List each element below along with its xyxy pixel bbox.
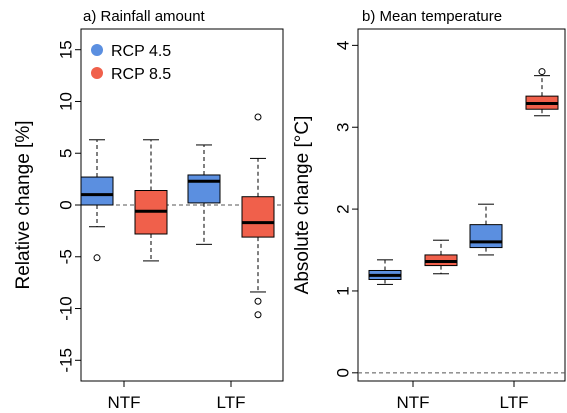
box-a-rcp85-ltf	[241, 113, 275, 319]
y-tick-label: 15	[57, 40, 76, 59]
box-b-rcp85-ltf	[525, 68, 559, 117]
y-tick-label: 3	[334, 122, 353, 131]
panel-a-boxes	[80, 113, 283, 319]
legend: RCP 4.5 RCP 8.5	[91, 43, 171, 83]
box-iqr	[80, 176, 114, 206]
outlier-point	[254, 297, 262, 305]
x-tick-label: LTF	[500, 393, 529, 412]
y-tick-label: -10	[57, 296, 76, 321]
box-b-rcp45-ntf	[368, 259, 402, 285]
legend-label-rcp45: RCP 4.5	[111, 43, 171, 60]
y-tick-label: 2	[334, 204, 353, 213]
y-tick-label: -5	[57, 249, 76, 264]
panel-a-title: a) Rainfall amount	[83, 8, 206, 25]
y-tick-label: 1	[334, 286, 353, 295]
box-iqr	[187, 174, 221, 204]
y-tick-label: 0	[57, 200, 76, 209]
outlier-point	[93, 254, 101, 262]
legend-label-rcp85: RCP 8.5	[111, 66, 171, 83]
legend-swatch-rcp85	[91, 67, 103, 79]
panel-b-temperature: b) Mean temperature Absolute change [°C]…	[292, 8, 566, 412]
y-tick-label: -15	[57, 348, 76, 373]
panel-b-title: b) Mean temperature	[362, 8, 502, 25]
box-a-rcp45-ltf	[187, 144, 221, 245]
box-a-rcp45-ntf	[80, 139, 114, 262]
box-b-rcp85-ntf	[424, 239, 458, 275]
panel-a-axis-ticks: -15 -10 -5 0 5 10 15 NTF LTF	[57, 40, 246, 412]
outlier-point	[254, 113, 262, 121]
panel-b-frame	[357, 28, 566, 382]
y-tick-label: 5	[57, 149, 76, 158]
box-iqr	[469, 224, 503, 249]
box-b-rcp45-ltf	[469, 203, 503, 256]
x-tick-label: NTF	[396, 393, 429, 412]
y-tick-label: 4	[334, 41, 353, 50]
outlier-point	[254, 311, 262, 319]
panel-b-ylabel: Absolute change [°C]	[292, 116, 313, 295]
box-a-rcp85-ntf	[134, 139, 168, 262]
y-tick-label: 10	[57, 92, 76, 111]
panel-b-axis-ticks: 0 1 2 3 4 NTF LTF	[334, 41, 529, 412]
panel-a-ylabel: Relative change [%]	[13, 121, 34, 290]
x-tick-label: LTF	[217, 393, 246, 412]
panel-a-rainfall: a) Rainfall amount Relative change [%] R…	[13, 8, 284, 412]
outlier-point	[538, 68, 546, 76]
legend-swatch-rcp45	[91, 44, 103, 56]
y-tick-label: 0	[334, 368, 353, 377]
x-tick-label: NTF	[107, 393, 140, 412]
box-iqr	[241, 196, 275, 238]
panel-b-boxes	[358, 68, 565, 374]
